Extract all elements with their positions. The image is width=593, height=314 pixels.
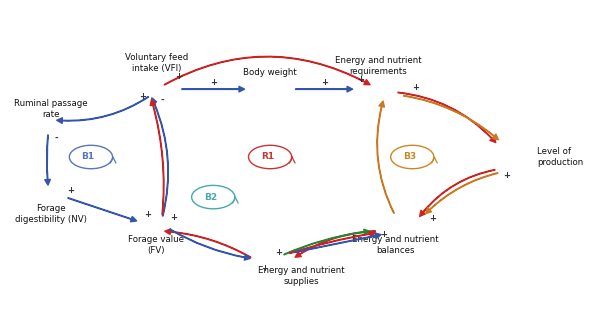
Text: Energy and nutrient
supplies: Energy and nutrient supplies <box>258 266 345 286</box>
Text: +: + <box>503 171 509 180</box>
FancyArrowPatch shape <box>165 229 251 257</box>
FancyArrowPatch shape <box>57 97 148 123</box>
Text: +: + <box>358 75 365 84</box>
FancyArrowPatch shape <box>290 231 375 254</box>
Text: Energy and nutrient
balances: Energy and nutrient balances <box>352 235 439 255</box>
Text: +: + <box>380 230 387 239</box>
FancyArrowPatch shape <box>398 92 496 143</box>
Text: Forage value
(FV): Forage value (FV) <box>128 235 184 255</box>
FancyArrowPatch shape <box>377 101 394 213</box>
Text: +: + <box>144 209 151 219</box>
FancyArrowPatch shape <box>404 95 498 140</box>
Text: +: + <box>275 248 282 257</box>
FancyArrowPatch shape <box>150 100 164 214</box>
Text: +: + <box>321 78 327 88</box>
FancyArrowPatch shape <box>295 231 375 257</box>
FancyArrowPatch shape <box>164 56 370 85</box>
Text: +: + <box>176 72 183 81</box>
FancyArrowPatch shape <box>420 170 495 216</box>
FancyArrowPatch shape <box>182 86 244 92</box>
Text: Forage
digestibility (NV): Forage digestibility (NV) <box>15 204 87 224</box>
Text: +: + <box>429 214 436 223</box>
Text: +: + <box>261 263 268 273</box>
FancyArrowPatch shape <box>295 233 381 252</box>
FancyArrowPatch shape <box>296 86 353 92</box>
Text: B2: B2 <box>204 192 217 202</box>
Text: Body weight: Body weight <box>243 68 297 77</box>
FancyArrowPatch shape <box>151 98 168 216</box>
Text: +: + <box>139 92 146 101</box>
FancyArrowPatch shape <box>45 135 50 185</box>
FancyArrowPatch shape <box>170 229 250 260</box>
Text: B1: B1 <box>81 153 95 161</box>
Text: Energy and nutrient
requirements: Energy and nutrient requirements <box>335 56 422 76</box>
FancyArrowPatch shape <box>68 198 136 222</box>
Text: -: - <box>55 134 59 143</box>
Text: -: - <box>160 95 164 105</box>
FancyArrowPatch shape <box>426 173 498 214</box>
Text: B3: B3 <box>403 153 416 161</box>
Text: +: + <box>170 213 177 222</box>
Text: Ruminal passage
rate: Ruminal passage rate <box>14 99 88 119</box>
Text: R1: R1 <box>261 153 274 161</box>
Text: Level of
production: Level of production <box>537 147 584 167</box>
FancyArrowPatch shape <box>284 229 369 255</box>
Text: +: + <box>210 78 216 88</box>
Text: +: + <box>412 83 419 92</box>
Text: Voluntary feed
intake (VFI): Voluntary feed intake (VFI) <box>125 53 188 73</box>
Text: +: + <box>68 187 75 195</box>
